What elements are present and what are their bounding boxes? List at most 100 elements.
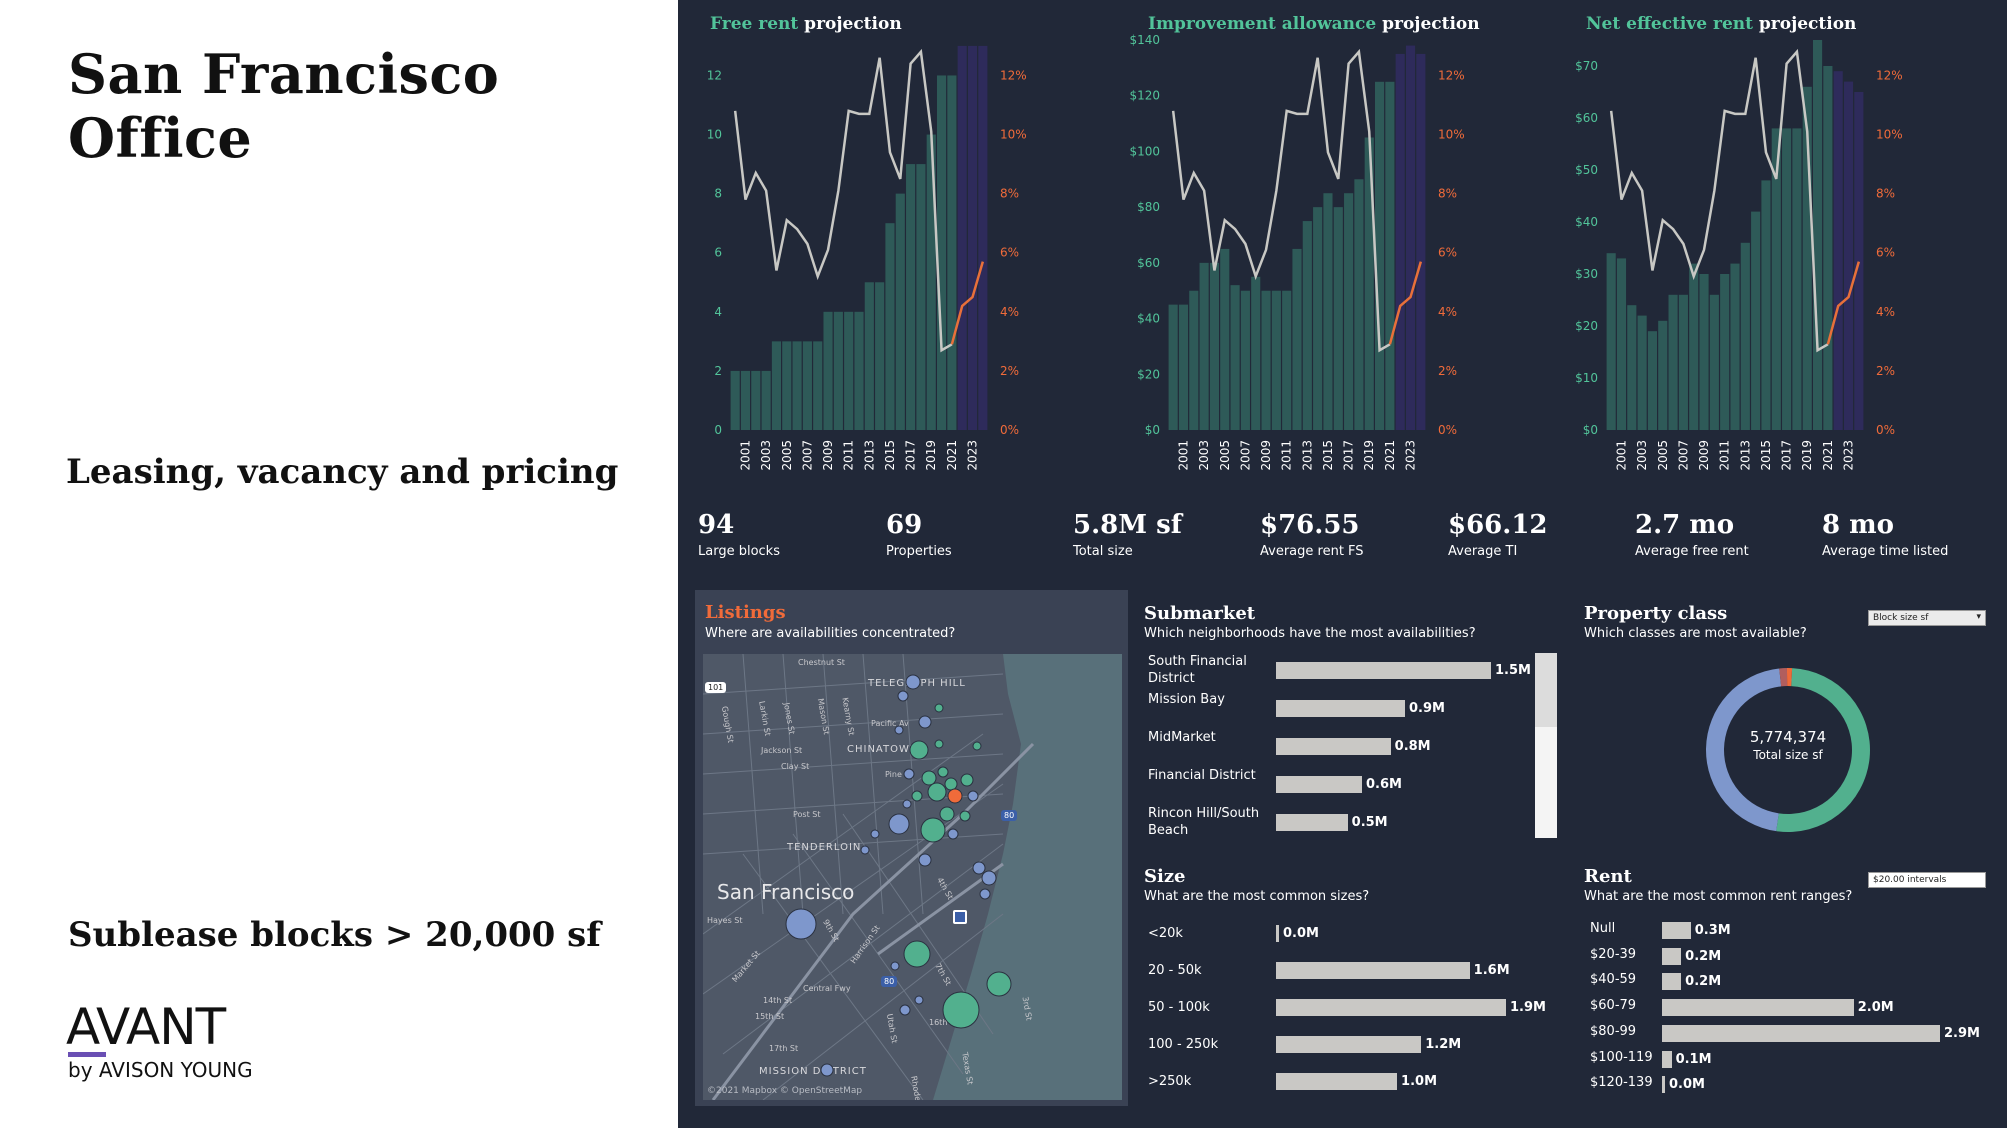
bar[interactable] [1344,193,1354,430]
bar[interactable] [1823,66,1833,430]
bar[interactable] [1199,262,1209,430]
listing-marker[interactable] [899,1004,911,1016]
bar[interactable] [1209,262,1219,430]
listing-marker[interactable] [785,908,817,940]
listing-marker[interactable] [890,961,900,971]
listing-marker[interactable] [905,674,921,690]
listing-marker[interactable] [911,790,923,802]
bar[interactable] [1354,179,1364,430]
bar[interactable] [1761,180,1771,430]
scrollbar-thumb[interactable] [1535,653,1557,727]
bar[interactable] [1333,207,1343,430]
bar[interactable] [1395,53,1405,431]
listing-marker[interactable] [979,888,991,900]
listing-marker[interactable] [934,739,944,749]
listing-marker[interactable] [942,991,980,1029]
bar[interactable] [895,193,905,430]
listing-marker[interactable] [972,741,982,751]
series-line[interactable] [733,48,953,353]
series-line-projection[interactable] [950,261,985,345]
bar[interactable] [1178,304,1189,430]
bar[interactable] [1220,248,1230,430]
bar[interactable] [1276,776,1362,793]
bar[interactable] [1637,315,1647,430]
bar[interactable] [1276,962,1470,979]
listing-marker[interactable] [927,782,947,802]
bar[interactable] [1813,40,1823,430]
bar[interactable] [1276,662,1491,679]
listing-marker[interactable] [903,768,915,780]
listing-marker[interactable] [937,766,949,778]
bar[interactable] [1302,221,1312,430]
bar[interactable] [885,223,895,430]
bar[interactable] [730,370,740,430]
bar[interactable] [1282,290,1292,430]
block-size-dropdown[interactable]: Block size sf ▾ [1868,610,1986,626]
listing-marker[interactable] [967,790,979,802]
series-line-projection[interactable] [1388,261,1423,345]
bar[interactable] [1792,128,1802,430]
listing-marker[interactable] [947,788,963,804]
bar[interactable] [1662,947,1682,965]
bar[interactable] [1730,263,1740,430]
donut-slice[interactable] [1779,668,1788,687]
listing-marker[interactable] [972,861,986,875]
bar[interactable] [1240,290,1250,430]
bar[interactable] [1833,71,1843,430]
bar[interactable] [1251,276,1261,430]
bar[interactable] [1662,973,1682,991]
listing-marker[interactable] [959,810,971,822]
listing-marker[interactable] [870,829,880,839]
bar[interactable] [1292,248,1302,430]
bar[interactable] [1261,290,1271,430]
bar[interactable] [926,134,936,430]
bar[interactable] [1276,738,1391,755]
bar[interactable] [802,341,812,430]
bar[interactable] [1276,1036,1422,1053]
bar[interactable] [854,311,864,430]
bar[interactable] [1709,294,1719,430]
bar[interactable] [1771,128,1781,430]
listing-marker[interactable] [918,853,932,867]
bar[interactable] [1313,207,1323,430]
bar[interactable] [1854,92,1864,430]
listing-marker[interactable] [947,828,959,840]
bar[interactable] [1276,814,1348,831]
listing-marker[interactable] [918,715,932,729]
listing-marker[interactable] [903,940,931,968]
listing-marker[interactable] [921,770,937,786]
bar[interactable] [1647,331,1657,430]
bar[interactable] [761,370,771,430]
listing-marker[interactable] [860,845,870,855]
bar[interactable] [823,311,833,430]
bar[interactable] [1606,253,1616,430]
property-class-donut[interactable] [1698,660,1878,840]
series-line-projection[interactable] [1826,261,1861,345]
bar[interactable] [1271,290,1281,430]
rent-interval-input[interactable]: $20.00 intervals [1868,872,1986,888]
series-line[interactable] [1171,48,1391,353]
donut-slice[interactable] [1706,668,1782,832]
bar[interactable] [1375,81,1385,431]
bar[interactable] [1276,925,1279,942]
bar[interactable] [1416,53,1426,431]
bar[interactable] [1740,242,1750,430]
listing-marker[interactable] [914,995,924,1005]
donut-slice[interactable] [1776,668,1871,832]
bar[interactable] [1662,999,1854,1017]
bar[interactable] [1843,81,1854,430]
bar[interactable] [782,341,792,430]
bar[interactable] [1720,274,1730,430]
bar[interactable] [937,75,947,431]
bar[interactable] [1782,128,1792,430]
bar[interactable] [1405,45,1416,430]
bar[interactable] [771,341,781,430]
bar[interactable] [792,341,802,430]
listing-marker[interactable] [894,725,904,735]
bar[interactable] [813,341,823,430]
bar[interactable] [740,370,751,430]
bar[interactable] [957,45,967,431]
listing-marker[interactable] [920,817,946,843]
series-line[interactable] [1609,48,1829,353]
bar[interactable] [1678,294,1688,430]
